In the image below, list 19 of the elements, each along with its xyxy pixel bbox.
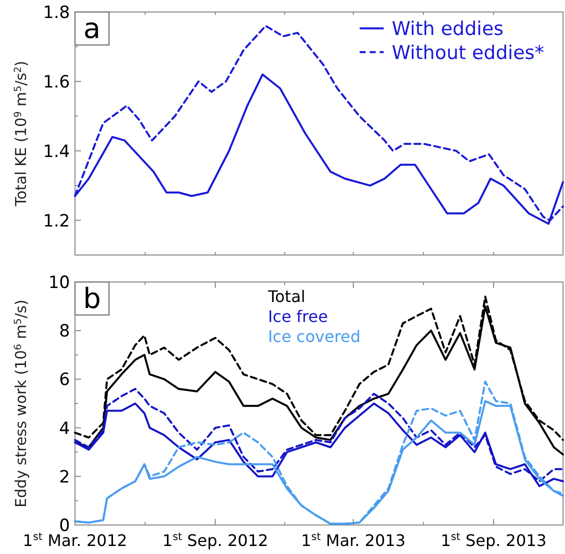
y-tick-label: 2 xyxy=(59,467,70,488)
y-tick-label: 1.8 xyxy=(42,3,70,23)
text: Total xyxy=(266,287,306,306)
x-tick-label: 1$^{st}$ Sep. 2012 xyxy=(162,531,268,550)
text: Ice free xyxy=(268,307,328,326)
x-tick-label: 1$^{st}$ Sep. 2013 xyxy=(440,531,547,550)
y-tick-label: 1.6 xyxy=(42,72,70,92)
annotation: b xyxy=(83,282,101,315)
annotation: a xyxy=(83,12,101,45)
text: Ice covered xyxy=(268,327,361,346)
legend-label: With eddies xyxy=(392,18,504,40)
y-tick-label: 1.4 xyxy=(42,142,70,162)
legend-label: Without eddies* xyxy=(392,42,544,64)
x-tick-label: 1$^{st}$ Mar. 2013 xyxy=(301,531,406,550)
y-tick-label: 6 xyxy=(59,370,70,390)
y-tick-label: 4 xyxy=(59,418,70,439)
y-tick-label: 10 xyxy=(48,273,70,293)
y-tick-label: 8 xyxy=(59,322,70,342)
y-tick-label: 1.2 xyxy=(42,211,70,232)
